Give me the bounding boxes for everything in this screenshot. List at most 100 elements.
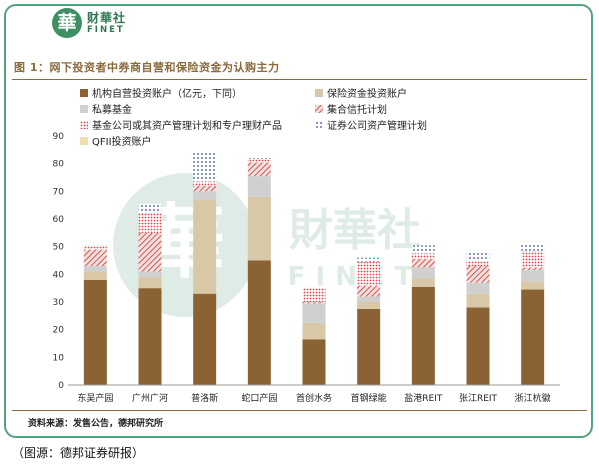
bar-stack xyxy=(138,203,162,385)
y-tick-label: 0 xyxy=(58,381,64,391)
bar-segment xyxy=(138,203,162,214)
legend-label: 集合信托计划 xyxy=(327,105,387,116)
source-note: 资料来源：发售公告，德邦研究所 xyxy=(28,419,164,429)
bar-stack xyxy=(83,243,107,385)
legend-item: 证券公司资产管理计划 xyxy=(315,117,427,132)
bar-stack xyxy=(521,243,545,385)
image-caption: （图源：德邦证券研报） xyxy=(12,446,145,460)
bar-segment xyxy=(521,289,545,385)
legend-label: QFII投资账户 xyxy=(92,137,152,148)
bar-segment xyxy=(193,199,217,294)
bar-segment xyxy=(521,281,545,290)
bar-segment xyxy=(521,270,545,282)
figure-title: 图 1：网下投资者中券商自营和保险资金为认购主力 xyxy=(14,61,280,74)
bar-segment xyxy=(247,260,271,385)
legend-swatch xyxy=(80,104,88,113)
brand-text: 财華社 FINET xyxy=(87,12,126,35)
bar-segment xyxy=(83,271,107,280)
legend-swatch xyxy=(315,104,323,113)
bar-segment xyxy=(521,267,545,271)
bar-segment xyxy=(357,308,381,385)
legend-swatch xyxy=(315,88,323,97)
y-tick-label: 70 xyxy=(53,187,65,197)
legend-label: 私募基金 xyxy=(92,105,132,116)
bar-segment xyxy=(83,249,107,267)
x-tick-label: 盐港REIT xyxy=(404,392,443,404)
y-tick-label: 10 xyxy=(53,353,65,363)
bar-segment xyxy=(521,250,545,268)
bars-layer xyxy=(83,152,545,385)
bar-segment xyxy=(302,322,326,340)
bar-segment xyxy=(466,282,490,294)
bar-segment xyxy=(247,196,271,261)
bar-stack xyxy=(411,245,435,385)
bar-segment xyxy=(521,243,545,251)
x-tick-label: 东吴产园 xyxy=(77,392,113,404)
bar-segment xyxy=(138,213,162,233)
bar-segment xyxy=(302,286,326,289)
legend-swatch xyxy=(80,120,88,129)
brand-logo: 華 财華社 FINET xyxy=(52,6,126,40)
bar-segment xyxy=(466,260,490,267)
bar-segment xyxy=(193,191,217,200)
legend-item: QFII投资账户 xyxy=(80,133,152,148)
y-tick-label: 60 xyxy=(53,215,65,225)
bar-stack xyxy=(466,250,490,385)
bar-segment xyxy=(411,259,435,268)
bar-segment xyxy=(247,158,271,160)
x-tick-label: 蛇口产园 xyxy=(241,392,277,404)
bar-segment xyxy=(83,266,107,272)
brand-mark-icon: 華 xyxy=(52,8,82,38)
title-divider xyxy=(12,79,587,80)
bar-segment xyxy=(247,159,271,163)
brand-name-en: FINET xyxy=(87,24,125,35)
watermark-cn: 財華社 xyxy=(289,205,421,256)
bar-segment xyxy=(193,185,217,192)
bar-segment xyxy=(466,266,490,283)
bar-segment xyxy=(247,162,271,177)
x-tick-label: 张江REIT xyxy=(459,393,498,404)
bar-segment xyxy=(138,271,162,278)
legend-item: 集合信托计划 xyxy=(315,101,387,116)
brand-name-cn: 财華社 xyxy=(87,10,127,25)
legend-swatch xyxy=(315,120,323,129)
bar-segment xyxy=(411,267,435,279)
bar-segment xyxy=(411,286,435,385)
bar-segment xyxy=(357,302,381,309)
x-tick-label: 广州广河 xyxy=(132,392,168,404)
bar-segment xyxy=(357,296,381,302)
bar-segment xyxy=(247,176,271,197)
bar-segment xyxy=(466,307,490,385)
legend-label: 证券公司资产管理计划 xyxy=(327,121,427,132)
y-tick-label: 40 xyxy=(53,270,65,280)
bar-segment xyxy=(193,293,217,385)
x-axis: 东吴产园 广州广河 普洛斯 蛇口产园 首创水务 首钢绿能 盐港REIT 张江REIT 浙江杭徽 xyxy=(68,384,560,404)
legend-swatch xyxy=(80,136,88,145)
bar-segment xyxy=(138,232,162,272)
bar-segment xyxy=(83,243,107,246)
x-tick-label: 首创水务 xyxy=(296,392,332,404)
x-tick-label: 浙江杭徽 xyxy=(515,392,551,404)
legend-item: 基金公司或其资产管理计划和专户理财产品 xyxy=(80,117,282,132)
bar-segment xyxy=(411,245,435,254)
bar-stack xyxy=(357,257,381,385)
legend-item: 私募基金 xyxy=(80,101,132,116)
bar-segment xyxy=(357,285,381,297)
x-tick-label: 首钢绿能 xyxy=(351,392,387,404)
legend-item: 机构自营投资账户（亿元，下同） xyxy=(80,85,242,100)
y-tick-label: 50 xyxy=(53,243,65,253)
bar-segment xyxy=(466,250,490,261)
bar-segment xyxy=(193,152,217,182)
bar-segment xyxy=(83,279,107,385)
y-tick-label: 20 xyxy=(53,326,65,336)
footer-divider xyxy=(12,410,587,411)
bar-segment xyxy=(302,288,326,302)
bar-segment xyxy=(138,288,162,385)
bar-segment xyxy=(302,339,326,385)
legend-swatch xyxy=(80,88,88,97)
bar-segment xyxy=(83,245,107,250)
legend-label: 基金公司或其资产管理计划和专户理财产品 xyxy=(92,121,282,132)
y-tick-label: 30 xyxy=(53,298,65,308)
y-tick-label: 80 xyxy=(53,160,65,170)
x-tick-label: 普洛斯 xyxy=(191,392,218,404)
